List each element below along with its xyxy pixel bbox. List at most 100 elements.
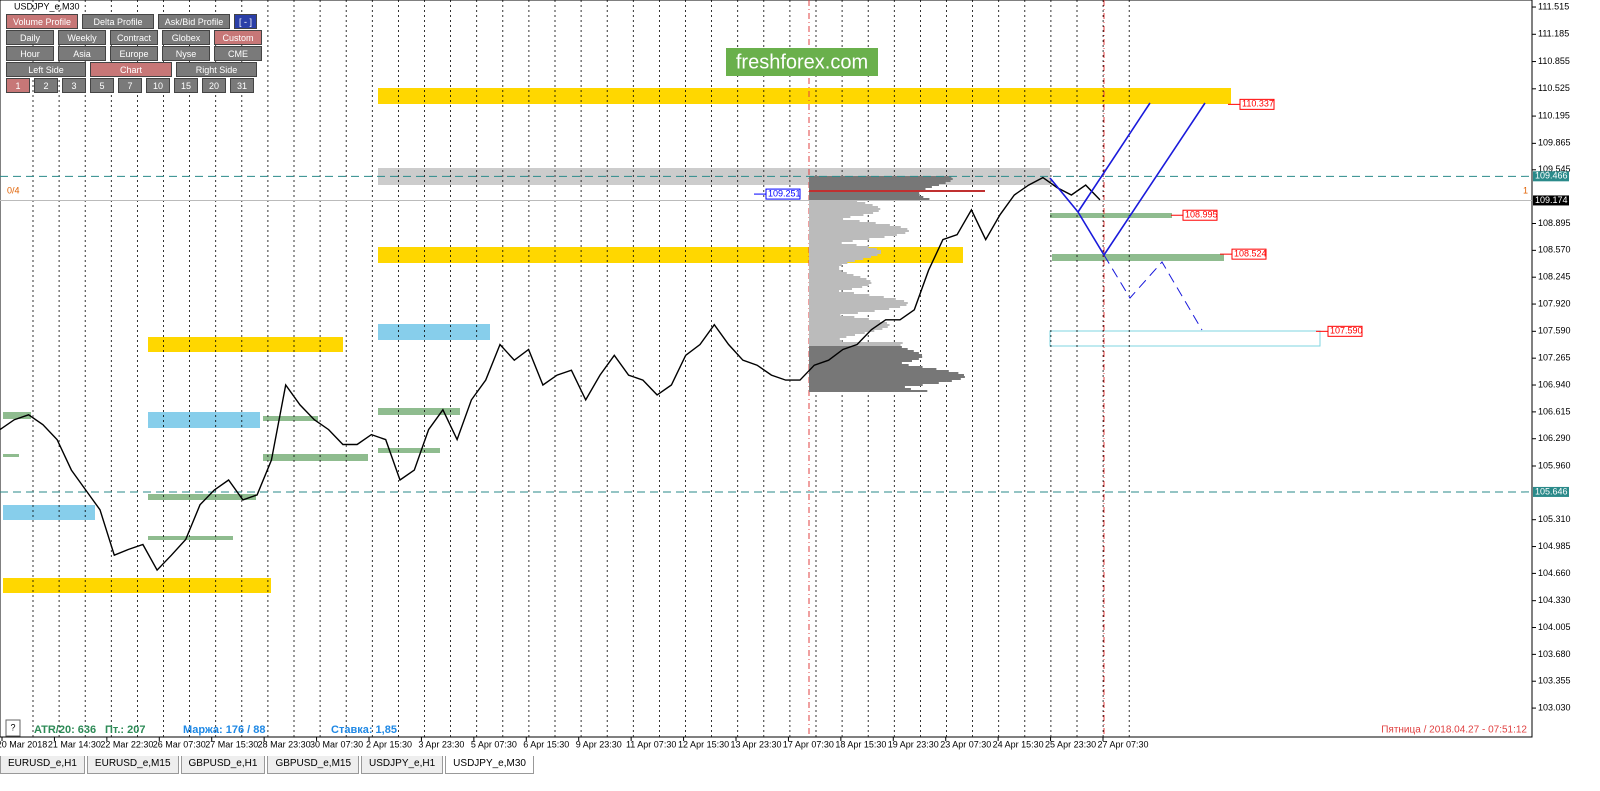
y-tick-label: 104.660	[1538, 568, 1571, 578]
profile-bar	[809, 362, 902, 364]
profile-bar	[809, 350, 914, 352]
profile-bar	[809, 294, 870, 296]
profile-bar	[809, 328, 883, 330]
chart-tab[interactable]: USDJPY_e,M30	[445, 756, 534, 774]
profile-bar	[809, 238, 870, 240]
panel-button[interactable]: 5	[90, 78, 114, 93]
chart-tab[interactable]: EURUSD_e,M15	[86, 756, 179, 774]
level-label: 109.251	[768, 188, 801, 198]
profile-bar	[809, 384, 923, 386]
profile-bar	[809, 208, 881, 210]
panel-button[interactable]: [ - ]	[234, 14, 257, 29]
profile-panel: Volume Profile Delta Profile Ask/Bid Profi…	[6, 14, 262, 94]
chart-tab[interactable]: GBPUSD_e,M15	[267, 756, 360, 774]
panel-button[interactable]: Volume Profile	[6, 14, 78, 29]
button-row: Daily Weekly Contract Globex Custom	[6, 30, 262, 45]
profile-bar	[809, 210, 879, 212]
y-tick-label: 104.005	[1538, 622, 1571, 632]
panel-button[interactable]: Globex	[162, 30, 210, 45]
profile-bar	[809, 314, 841, 316]
panel-button[interactable]: Ask/Bid Profile	[158, 14, 230, 29]
profile-bar	[809, 272, 847, 274]
profile-bar	[809, 372, 959, 374]
zone	[148, 494, 256, 500]
profile-bar	[809, 268, 840, 270]
watermark-bg	[726, 48, 878, 76]
profile-bar	[809, 186, 932, 188]
panel-button[interactable]: Custom	[214, 30, 262, 45]
panel-button[interactable]: CME	[214, 46, 262, 61]
panel-button[interactable]: Asia	[58, 46, 106, 61]
panel-button[interactable]: 3	[62, 78, 86, 93]
panel-button[interactable]: Daily	[6, 30, 54, 45]
panel-button[interactable]: Nyse	[162, 46, 210, 61]
x-tick-label: 18 Apr 15:30	[835, 739, 886, 749]
panel-button[interactable]: 10	[146, 78, 170, 93]
x-tick-label: 5 Apr 07:30	[471, 739, 517, 749]
profile-bar	[809, 388, 911, 390]
panel-button[interactable]: Hour	[6, 46, 54, 61]
profile-bar	[809, 236, 885, 238]
panel-button[interactable]: Europe	[110, 46, 158, 61]
level-box	[1231, 248, 1267, 260]
profile-bar	[809, 360, 912, 362]
profile-bar	[809, 252, 882, 254]
x-tick-label: 23 Apr 07:30	[940, 739, 991, 749]
panel-button[interactable]: Weekly	[58, 30, 106, 45]
profile-bar	[809, 250, 881, 252]
chart-tab[interactable]: GBPUSD_e,H1	[180, 756, 266, 774]
profile-bar	[809, 322, 887, 324]
y-tick-label: 108.245	[1538, 272, 1571, 282]
y-tick-label: 109.545	[1538, 164, 1571, 174]
level-label: 108.995	[1185, 210, 1218, 220]
panel-button[interactable]: 1	[6, 78, 30, 93]
x-tick-label: 22 Mar 22:30	[100, 739, 153, 749]
profile-bar	[809, 240, 853, 242]
panel-button[interactable]: Left Side	[6, 62, 86, 77]
profile-bar	[809, 232, 906, 234]
x-tick-label: 11 Apr 07:30	[626, 739, 676, 749]
x-tick-label: 25 Apr 23:30	[1045, 739, 1096, 749]
x-tick-label: 24 Apr 15:30	[993, 739, 1044, 749]
button-row: Hour Asia Europe Nyse CME	[6, 46, 262, 61]
level-box	[765, 188, 801, 200]
profile-bar	[809, 342, 903, 344]
help-label[interactable]: ?	[10, 722, 15, 732]
level-box	[1239, 98, 1275, 110]
panel-button[interactable]: Chart	[90, 62, 172, 77]
panel-button[interactable]: 2	[34, 78, 58, 93]
profile-bar	[809, 346, 902, 348]
panel-button[interactable]: 7	[118, 78, 142, 93]
zone	[148, 536, 233, 540]
profile-bar	[809, 214, 864, 216]
profile-bar	[809, 192, 920, 194]
panel-button[interactable]: Right Side	[176, 62, 257, 77]
profile-bar	[809, 230, 909, 232]
y-tick-label: 105.960	[1538, 460, 1571, 470]
help-button[interactable]	[5, 719, 21, 737]
profile-bar	[809, 276, 861, 278]
chart-tab[interactable]: EURUSD_e,H1	[0, 756, 85, 774]
panel-button[interactable]: 20	[202, 78, 226, 93]
profile-bar	[809, 378, 961, 380]
y-tick-label: 106.290	[1538, 433, 1571, 443]
profile-bar	[809, 256, 872, 258]
axis-tag	[1533, 486, 1569, 497]
zone	[378, 408, 460, 415]
profile-bar	[809, 348, 908, 350]
profile-bar	[809, 282, 872, 284]
slot-left: 0/4	[7, 185, 20, 195]
panel-button[interactable]: 15	[174, 78, 198, 93]
x-tick-label: 9 Apr 23:30	[576, 739, 622, 749]
panel-button[interactable]: Delta Profile	[82, 14, 154, 29]
profile-bar	[809, 338, 840, 340]
profile-bar	[809, 306, 901, 308]
panel-button[interactable]: Contract	[110, 30, 158, 45]
y-tick-label: 107.590	[1538, 326, 1571, 336]
zone	[1052, 254, 1224, 261]
profile-bar	[809, 222, 876, 224]
panel-button[interactable]: 31	[230, 78, 254, 93]
chart-tab[interactable]: USDJPY_e,H1	[361, 756, 444, 774]
y-tick-label: 108.895	[1538, 218, 1571, 228]
